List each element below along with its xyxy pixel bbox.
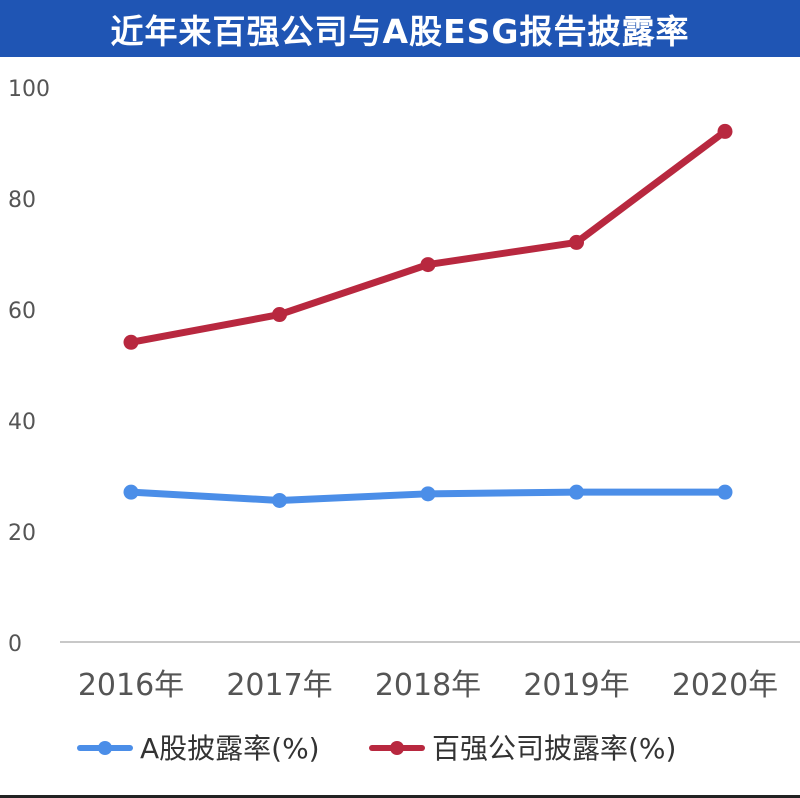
x-tick-label: 2018年	[375, 668, 481, 703]
y-tick-label: 80	[8, 188, 36, 213]
data-point	[272, 492, 287, 508]
series-line-2	[127, 127, 729, 346]
data-point	[569, 234, 584, 250]
x-tick-label: 2020年	[672, 668, 778, 703]
y-tick-label: 20	[8, 521, 36, 546]
title-bar: 近年来百强公司与A股ESG报告披露率	[0, 0, 800, 57]
legend-label: 百强公司披露率(%)	[432, 732, 676, 765]
data-point	[420, 486, 436, 502]
legend-swatch-marker	[390, 741, 404, 755]
data-point	[717, 484, 733, 500]
legend-label: A股披露率(%)	[140, 732, 320, 765]
bottom-rule	[0, 795, 800, 798]
chart-title: 近年来百强公司与A股ESG报告披露率	[110, 11, 690, 51]
data-point	[123, 484, 139, 500]
y-tick-label: 0	[8, 632, 22, 657]
data-point	[123, 334, 139, 350]
x-tick-label: 2016年	[78, 668, 184, 703]
x-tick-label: 2017年	[226, 668, 332, 703]
legend-swatch-marker	[98, 741, 112, 755]
x-tick-label: 2019年	[523, 668, 629, 703]
data-point	[272, 307, 287, 323]
y-tick-label: 40	[8, 410, 36, 435]
y-tick-label: 100	[8, 77, 50, 102]
data-point	[569, 484, 584, 500]
y-tick-label: 60	[8, 299, 36, 324]
data-point	[420, 257, 436, 273]
data-point	[717, 123, 733, 139]
line-chart: 0 20 40 60 80 100 2016年 2017年 2018年 2019年 2020年 A股披…	[8, 77, 800, 765]
